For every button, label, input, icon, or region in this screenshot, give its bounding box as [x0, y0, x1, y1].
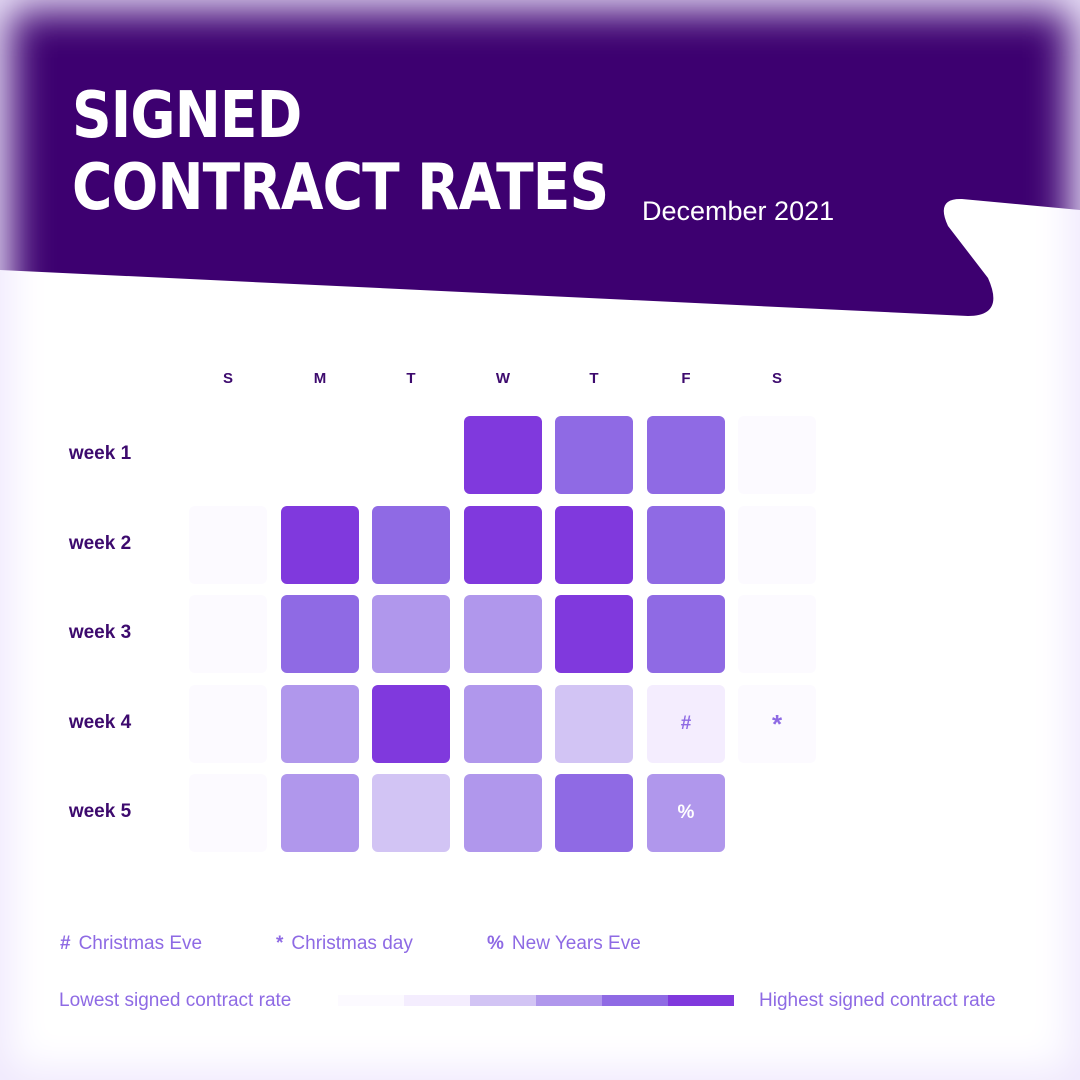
- legend-christmas-eve: # Christmas Eve: [60, 933, 202, 955]
- week-label: week 3: [68, 622, 132, 643]
- heatmap-cell: [464, 595, 542, 673]
- hash-icon: #: [680, 713, 692, 734]
- day-header: T: [589, 370, 599, 387]
- heatmap-cell: [555, 774, 633, 852]
- heatmap-cell: [189, 595, 267, 673]
- heatmap-cell: [647, 595, 725, 673]
- scale-low-label: Lowest signed contract rate: [59, 990, 292, 1011]
- heatmap-cell: [372, 774, 450, 852]
- heatmap-cell: [189, 506, 267, 584]
- legend-christmas-day: * Christmas day: [276, 933, 413, 955]
- heatmap-cell: [464, 506, 542, 584]
- heatmap-cell: [738, 595, 816, 673]
- heatmap-cell: #: [647, 685, 725, 763]
- day-header: T: [406, 370, 416, 387]
- heatmap-cell: %: [647, 774, 725, 852]
- heatmap-cell: [738, 416, 816, 494]
- heatmap-cell: [372, 685, 450, 763]
- heatmap-cell: [555, 416, 633, 494]
- page-title: SIGNED CONTRACT RATES: [72, 79, 609, 225]
- day-header: S: [222, 370, 233, 387]
- asterisk-icon: *: [771, 708, 783, 739]
- week-label: week 5: [68, 801, 132, 822]
- heatmap-cell: [281, 595, 359, 673]
- scale-segment: [404, 995, 470, 1006]
- hash-icon: #: [60, 933, 71, 954]
- asterisk-icon: *: [276, 933, 284, 954]
- heatmap-cell: [372, 595, 450, 673]
- header-banner: [0, 0, 1080, 316]
- heatmap-cell: [464, 685, 542, 763]
- heatmap-cell: [647, 416, 725, 494]
- week-label: week 4: [68, 712, 132, 733]
- heatmap-cell: [738, 506, 816, 584]
- legend-label: New Years Eve: [511, 933, 641, 954]
- scale-segment: [338, 995, 404, 1006]
- heatmap-cell: [555, 506, 633, 584]
- percent-icon: %: [487, 933, 504, 954]
- day-header: F: [681, 370, 691, 387]
- day-header: S: [771, 370, 782, 387]
- legend-label: Christmas day: [291, 933, 413, 954]
- week-label: week 1: [68, 443, 132, 464]
- page-subtitle: December 2021: [642, 196, 835, 226]
- scale-segment: [668, 995, 734, 1006]
- heatmap-cell: [281, 774, 359, 852]
- scale-segment: [602, 995, 668, 1006]
- heatmap-cell: [372, 506, 450, 584]
- heatmap-cell: [464, 416, 542, 494]
- scale-segment: [536, 995, 602, 1006]
- heatmap-cell: [189, 685, 267, 763]
- color-scale-bar: [338, 995, 734, 1006]
- heatmap-cell: [189, 774, 267, 852]
- legend-new-years-eve: % New Years Eve: [487, 933, 641, 955]
- heatmap-cell: [464, 774, 542, 852]
- title-line-1: SIGNED: [72, 79, 302, 153]
- day-header: M: [313, 370, 327, 387]
- heatmap-cell: [647, 506, 725, 584]
- heatmap-cell: [555, 595, 633, 673]
- legend-label: Christmas Eve: [78, 933, 203, 954]
- scale-high-label: Highest signed contract rate: [759, 990, 996, 1011]
- percent-icon: %: [677, 802, 695, 823]
- heatmap-cell: [281, 506, 359, 584]
- heatmap-cell: *: [738, 685, 816, 763]
- day-header: W: [495, 370, 511, 387]
- heatmap-cell: [555, 685, 633, 763]
- week-label: week 2: [68, 533, 132, 554]
- heatmap-cell: [281, 685, 359, 763]
- scale-segment: [470, 995, 536, 1006]
- title-line-2: CONTRACT RATES: [72, 151, 609, 225]
